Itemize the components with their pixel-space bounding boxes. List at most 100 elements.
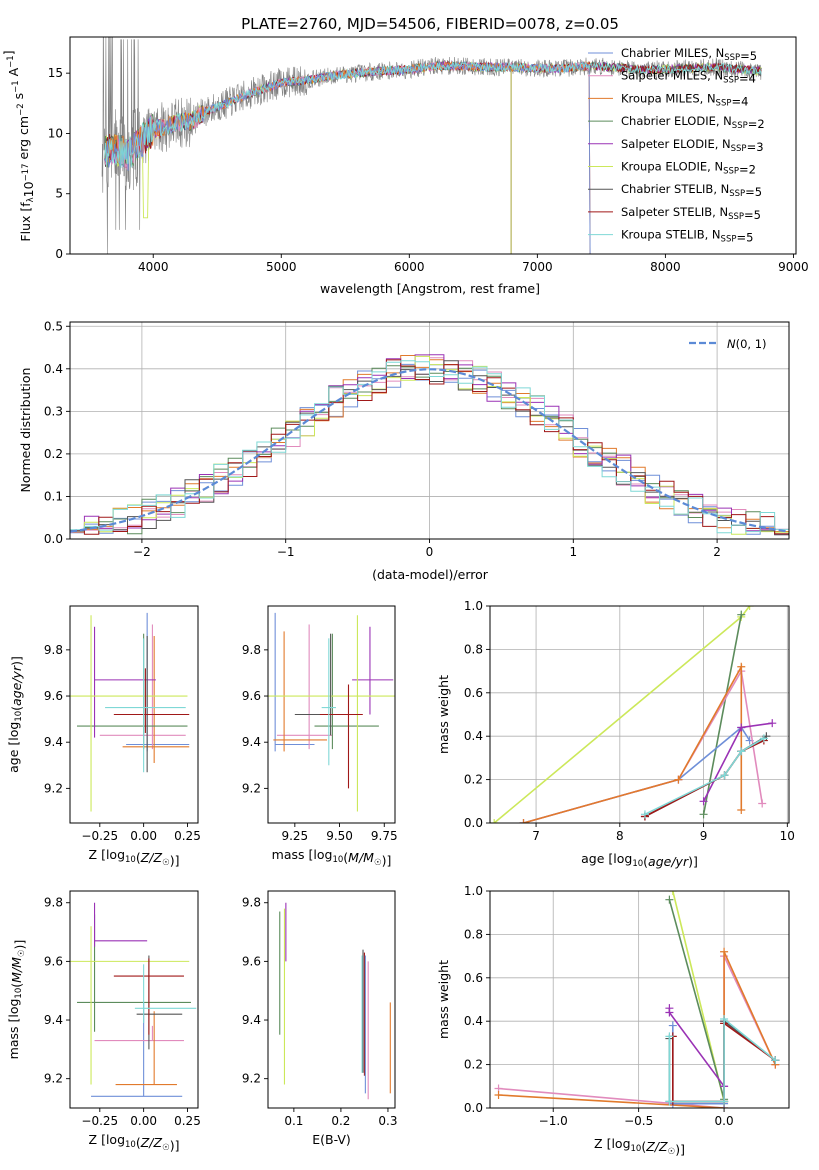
spectrum-xtick-label: 9000 [778,260,809,274]
massweight_vs_age-kroupa-stelib-marker [720,771,729,780]
spectrum-ylabel-part: s [11,93,26,104]
age_vs_mass-xlabel-part: ( [343,850,348,865]
massweight_vs_age-ytick-label: 0.8 [464,642,483,656]
massweight_vs_Z-frame [489,890,790,1109]
spectrum-ylabel-part: λ [26,197,36,202]
legend-label-kroupa-stelib: Kroupa STELIB, NSSP=5 [621,228,753,245]
mass_vs_Z-xtick-label: 0.00 [130,1114,157,1128]
legend-label-salpeter-elodie-part: SSP [731,144,747,154]
mass_vs_EBV-xtick-label: 0.1 [284,1114,303,1128]
mass_vs_EBV-panel: 0.1 0.2 0.3 9.2 9.4 9.6 9.8 E(B-V) [242,890,397,1147]
age_vs_mass-xlabel: mass [log10(M/M☉)] [272,847,392,868]
residuals-xlabel-part: (data-model)/error [372,567,489,582]
residuals-xtick-label: −2 [133,545,151,559]
massweight_vs_Z-xtick-label: 0.0 [715,1114,734,1128]
massweight_vs_Z-kroupa-elodie-marker [668,891,677,895]
age_vs_Z-xlabel-part: Z [log [89,847,125,862]
age_vs_Z-ylabel: age [log10(age/yr)] [6,656,24,773]
age_vs_Z-ylabel-part: ( [9,706,24,711]
spectrum-ylabel-part: A [6,67,21,80]
massweight_vs_Z-ytick-label: 0.0 [464,1101,483,1115]
spectrum-ytick-label: 5 [55,187,63,201]
massweight_vs_age-chabrier-elodie-marker [699,810,708,819]
residual-hist-kroupa-elodie [70,355,789,535]
age_vs_mass-xlabel-part: 10 [332,855,343,865]
legend-label-chabrier-miles-part: SSP [724,53,740,63]
spectrum-ytick-label: 10 [48,126,63,140]
massweight_vs_Z-ytick-label: 1.0 [464,884,483,898]
mass_vs_Z-ytick-label: 9.6 [44,954,63,968]
legend-label-salpeter-stelib-part: Salpeter STELIB, N [621,205,728,219]
massweight_vs_Z-xlabel: Z [log10(Z/Z☉)] [594,1136,685,1157]
massweight_vs_Z-kroupa-stelib-marker [720,1015,729,1024]
legend-label-kroupa-miles-part: Kroupa MILES, N [621,91,716,105]
massweight_vs_Z-chabrier-miles-marker [668,1021,677,1030]
massweight_vs_Z-panel: −1.0 −0.5 0.0 0.0 0.2 0.4 0.6 0.8 1.0 Z [log10(Z/… [436,884,790,1157]
spectrum-model-salpeter-miles [104,60,591,254]
massweight_vs_age-kroupa-miles-line [523,663,743,823]
age_vs_mass-xlabel-part: M/M [348,850,374,865]
mass_vs_EBV-xlabel-part: E(B-V) [312,1132,351,1147]
residual-hist-salpeter-stelib [70,359,789,535]
age_vs_Z-xlabel-part: )] [170,853,180,868]
mass_vs_Z-xlabel-part: Z [log [89,1132,125,1147]
massweight_vs_age-kroupa-miles-marker [737,662,746,671]
age_vs_mass-xlabel-part: ☉ [374,858,382,868]
massweight_vs_Z-kroupa-stelib-marker [665,1097,674,1106]
age_vs_mass-xtick-label: 9.50 [326,829,353,843]
mass_vs_Z-xlabel-part: )] [170,1138,180,1153]
mass_vs_Z-ylabel-part: M/M [9,957,24,983]
age_vs_Z-ytick-label: 9.2 [44,781,63,795]
age_vs_Z-ytick-label: 9.6 [44,689,63,703]
mass_vs_EBV-ytick-label: 9.2 [242,1072,261,1086]
massweight_vs_age-salpeter-miles-marker [758,799,767,808]
spectrum-xtick-label: 7000 [522,260,553,274]
spectrum-xtick-label: 6000 [394,260,425,274]
spectrum-xlabel-part: wavelength [Angstrom, rest frame] [320,281,540,296]
residuals-ytick-label: 0.3 [44,404,63,418]
spectrum-ylabel-part: −1 [11,80,21,93]
age_vs_Z-xtick-label: 0.00 [130,829,157,843]
mass_vs_Z-ylabel-part: )] [12,940,27,950]
age_vs_Z-ylabel-part: 10 [14,711,24,722]
massweight_vs_Z-kroupa-stelib-marker [720,1097,729,1106]
mass_vs_Z-xtick-label: −0.25 [81,1114,118,1128]
mass_vs_Z-ylabel-part: ( [9,983,24,988]
age_vs_Z-ytick-label: 9.8 [44,643,63,657]
legend-label-chabrier-stelib: Chabrier STELIB, NSSP=5 [621,182,762,199]
massweight_vs_age-xlabel-part: )] [688,854,698,869]
legend-label-chabrier-elodie-part: =2 [748,117,765,131]
age_vs_Z-ytick-label: 9.4 [44,735,63,749]
legend-label-kroupa-stelib-part: SSP [721,235,737,245]
massweight_vs_age-chabrier-elodie-marker [737,610,746,619]
legend-label-salpeter-stelib-part: SSP [728,212,744,222]
legend-label-chabrier-miles: Chabrier MILES, NSSP=5 [621,46,757,63]
massweight_vs_age-xlabel-part: 10 [632,859,643,869]
mass_vs_Z-ytick-label: 9.4 [44,1013,63,1027]
massweight_vs_Z-ytick-label: 0.4 [464,1014,483,1028]
mass_vs_Z-plot-area [70,902,197,1097]
massweight_vs_age-kroupa-miles-marker [674,775,683,784]
massweight_vs_age-ylabel-part: mass weight [436,675,451,754]
massweight_vs_age-kroupa-elodie-line [493,606,751,823]
massweight_vs_age-xtick-label: 8 [616,829,624,843]
massweight_vs_Z-xlabel-part: Z/Z [645,1139,668,1154]
legend-label-salpeter-miles-part: =4 [739,72,756,86]
residuals-xtick-label: −1 [277,545,295,559]
massweight_vs_Z-xtick-label: −1.0 [539,1114,568,1128]
mass_vs_EBV-xtick-label: 0.2 [331,1114,350,1128]
mass_vs_Z-ylabel-part: mass [log [6,999,21,1060]
spectrum-ytick-label: 15 [48,66,63,80]
legend-label-kroupa-miles: Kroupa MILES, NSSP=4 [621,91,748,108]
massweight_vs_age-ytick-label: 0.0 [464,816,483,830]
mass_vs_Z-xlabel-part: 10 [125,1140,136,1150]
residuals-ytick-label: 0.2 [44,447,63,461]
mass_vs_Z-xlabel: Z [log10(Z/Z☉)] [89,1132,180,1153]
age_vs_mass-xlabel-part: mass [log [272,847,333,862]
legend-label-kroupa-miles-part: =4 [731,94,748,108]
age_vs_Z-xlabel-part: Z/Z [140,850,163,865]
normal-legend-label: N(0, 1) [727,337,767,351]
spectrum-ylabel-part: Flux [f [18,202,33,242]
massweight_vs_age-chabrier-elodie-line [702,614,743,815]
